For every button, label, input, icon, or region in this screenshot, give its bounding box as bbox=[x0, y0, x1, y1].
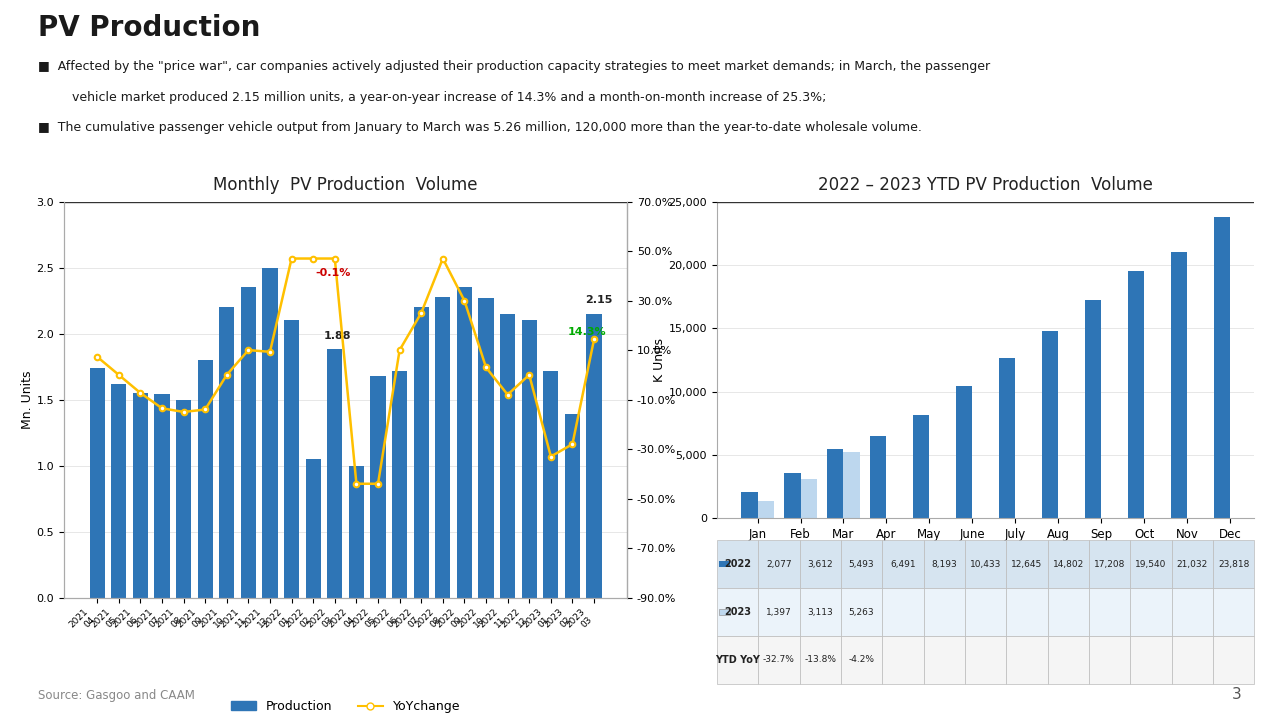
Bar bbox=[435, 297, 451, 598]
Text: 1,397: 1,397 bbox=[765, 608, 792, 616]
Bar bbox=[1213, 217, 1230, 518]
Text: ■  The cumulative passenger vehicle output from January to March was 5.26 millio: ■ The cumulative passenger vehicle outpu… bbox=[38, 121, 923, 134]
Bar bbox=[827, 449, 844, 518]
Text: -4.2%: -4.2% bbox=[849, 655, 874, 665]
Bar bbox=[956, 386, 973, 518]
Text: 2022: 2022 bbox=[724, 559, 751, 569]
Bar bbox=[913, 415, 929, 518]
Text: vehicle market produced 2.15 million units, a year-on-year increase of 14.3% and: vehicle market produced 2.15 million uni… bbox=[72, 91, 827, 104]
Bar bbox=[262, 268, 278, 598]
Text: -32.7%: -32.7% bbox=[763, 655, 795, 665]
Text: 14,802: 14,802 bbox=[1052, 559, 1084, 569]
Bar bbox=[328, 349, 342, 598]
Text: ■  Affected by the "price war", car companies actively adjusted their production: ■ Affected by the "price war", car compa… bbox=[38, 60, 991, 73]
Bar bbox=[564, 414, 580, 598]
Text: -0.1%: -0.1% bbox=[315, 268, 351, 278]
Text: 5,493: 5,493 bbox=[849, 559, 874, 569]
Text: PV Production: PV Production bbox=[38, 14, 261, 42]
Text: 2.15: 2.15 bbox=[585, 295, 613, 305]
Bar bbox=[586, 314, 602, 598]
Text: Source: Gasgoo and CAAM: Source: Gasgoo and CAAM bbox=[38, 689, 196, 702]
Bar bbox=[457, 287, 472, 598]
Bar bbox=[197, 360, 212, 598]
Bar bbox=[998, 358, 1015, 518]
Bar bbox=[1171, 252, 1187, 518]
Text: -13.8%: -13.8% bbox=[804, 655, 836, 665]
Bar bbox=[1042, 330, 1059, 518]
Bar bbox=[349, 466, 364, 598]
Bar bbox=[155, 395, 169, 598]
Text: 12,645: 12,645 bbox=[1011, 559, 1043, 569]
Text: 19,540: 19,540 bbox=[1135, 559, 1166, 569]
Text: 17,208: 17,208 bbox=[1094, 559, 1125, 569]
Text: 3,113: 3,113 bbox=[808, 608, 833, 616]
Text: 6,491: 6,491 bbox=[890, 559, 915, 569]
Y-axis label: K Units: K Units bbox=[653, 338, 666, 382]
Y-axis label: Mn. Units: Mn. Units bbox=[20, 370, 33, 429]
Bar bbox=[306, 459, 321, 598]
Text: YTD YoY: YTD YoY bbox=[716, 655, 760, 665]
Bar bbox=[479, 298, 494, 598]
Text: 3,612: 3,612 bbox=[808, 559, 833, 569]
Bar bbox=[500, 314, 515, 598]
Bar bbox=[758, 500, 774, 518]
Bar bbox=[413, 307, 429, 598]
Bar bbox=[844, 451, 860, 518]
Bar bbox=[241, 287, 256, 598]
Text: 1.88: 1.88 bbox=[324, 331, 352, 341]
Title: 2022 – 2023 YTD PV Production  Volume: 2022 – 2023 YTD PV Production Volume bbox=[818, 176, 1153, 194]
Bar bbox=[219, 307, 234, 598]
Text: 14.3%: 14.3% bbox=[568, 326, 607, 336]
Bar bbox=[543, 371, 558, 598]
Bar bbox=[870, 436, 886, 518]
Bar bbox=[800, 479, 817, 518]
Bar bbox=[741, 492, 758, 518]
Bar bbox=[133, 393, 148, 598]
Text: 2,077: 2,077 bbox=[765, 559, 791, 569]
Bar bbox=[785, 472, 800, 518]
Bar bbox=[1128, 271, 1144, 518]
Text: 21,032: 21,032 bbox=[1176, 559, 1208, 569]
Text: 23,818: 23,818 bbox=[1219, 559, 1249, 569]
Bar bbox=[111, 384, 127, 598]
Text: 10,433: 10,433 bbox=[970, 559, 1001, 569]
Bar bbox=[392, 371, 407, 598]
Bar bbox=[284, 320, 300, 598]
Text: 3: 3 bbox=[1231, 687, 1242, 702]
Text: 8,193: 8,193 bbox=[932, 559, 957, 569]
Bar bbox=[1085, 300, 1101, 518]
Text: 5,263: 5,263 bbox=[849, 608, 874, 616]
Bar bbox=[522, 320, 536, 598]
Bar bbox=[177, 400, 191, 598]
Title: Monthly  PV Production  Volume: Monthly PV Production Volume bbox=[214, 176, 477, 194]
Bar bbox=[370, 376, 385, 598]
Bar bbox=[90, 368, 105, 598]
Text: 2023: 2023 bbox=[724, 607, 751, 617]
Legend: Production, YoYchange: Production, YoYchange bbox=[227, 695, 465, 718]
